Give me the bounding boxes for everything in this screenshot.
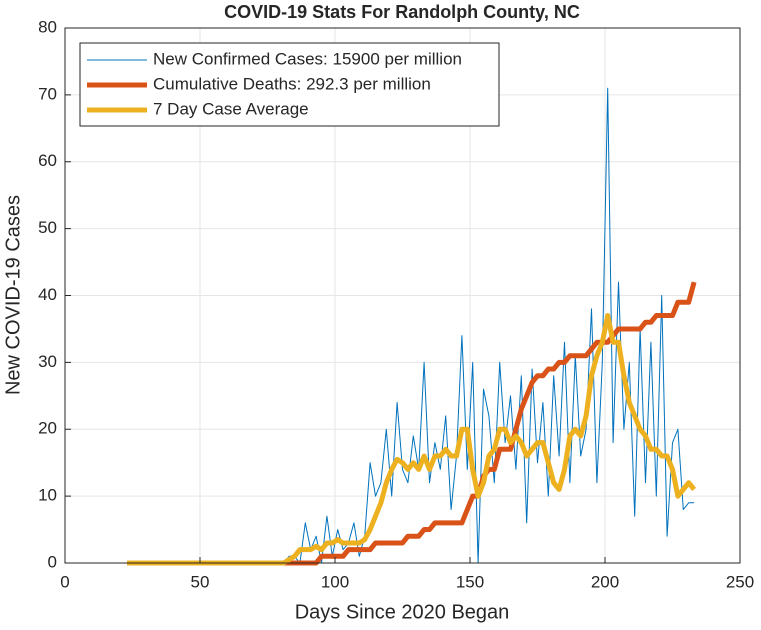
x-tick-label: 250 [726,572,754,591]
y-tick-label: 10 [38,486,57,505]
y-tick-label: 80 [38,17,57,36]
x-tick-label: 100 [321,572,349,591]
y-tick-label: 70 [38,84,57,103]
x-tick-label: 0 [60,572,69,591]
ticks: 0 50 100 150 200 250 0 10 20 30 40 50 60 70 80 [38,17,754,591]
y-tick-label: 50 [38,218,57,237]
legend-label: Cumulative Deaths: 292.3 per million [153,74,431,93]
legend: New Confirmed Cases: 15900 per million Cu… [79,42,500,127]
y-tick-label: 60 [38,151,57,170]
legend-label: New Confirmed Cases: 15900 per million [153,49,462,68]
y-tick-label: 40 [38,285,57,304]
x-tick-label: 200 [591,572,619,591]
y-tick-label: 30 [38,352,57,371]
y-tick-label: 0 [48,552,57,571]
legend-box [79,42,500,127]
x-tick-label: 150 [456,572,484,591]
x-axis-label: Days Since 2020 Began [295,601,510,623]
chart-title: COVID-19 Stats For Randolph County, NC [224,2,580,22]
x-tick-label: 50 [191,572,210,591]
y-tick-label: 20 [38,419,57,438]
legend-label: 7 Day Case Average [153,99,309,118]
y-axis-label: New COVID-19 Cases [2,195,24,395]
